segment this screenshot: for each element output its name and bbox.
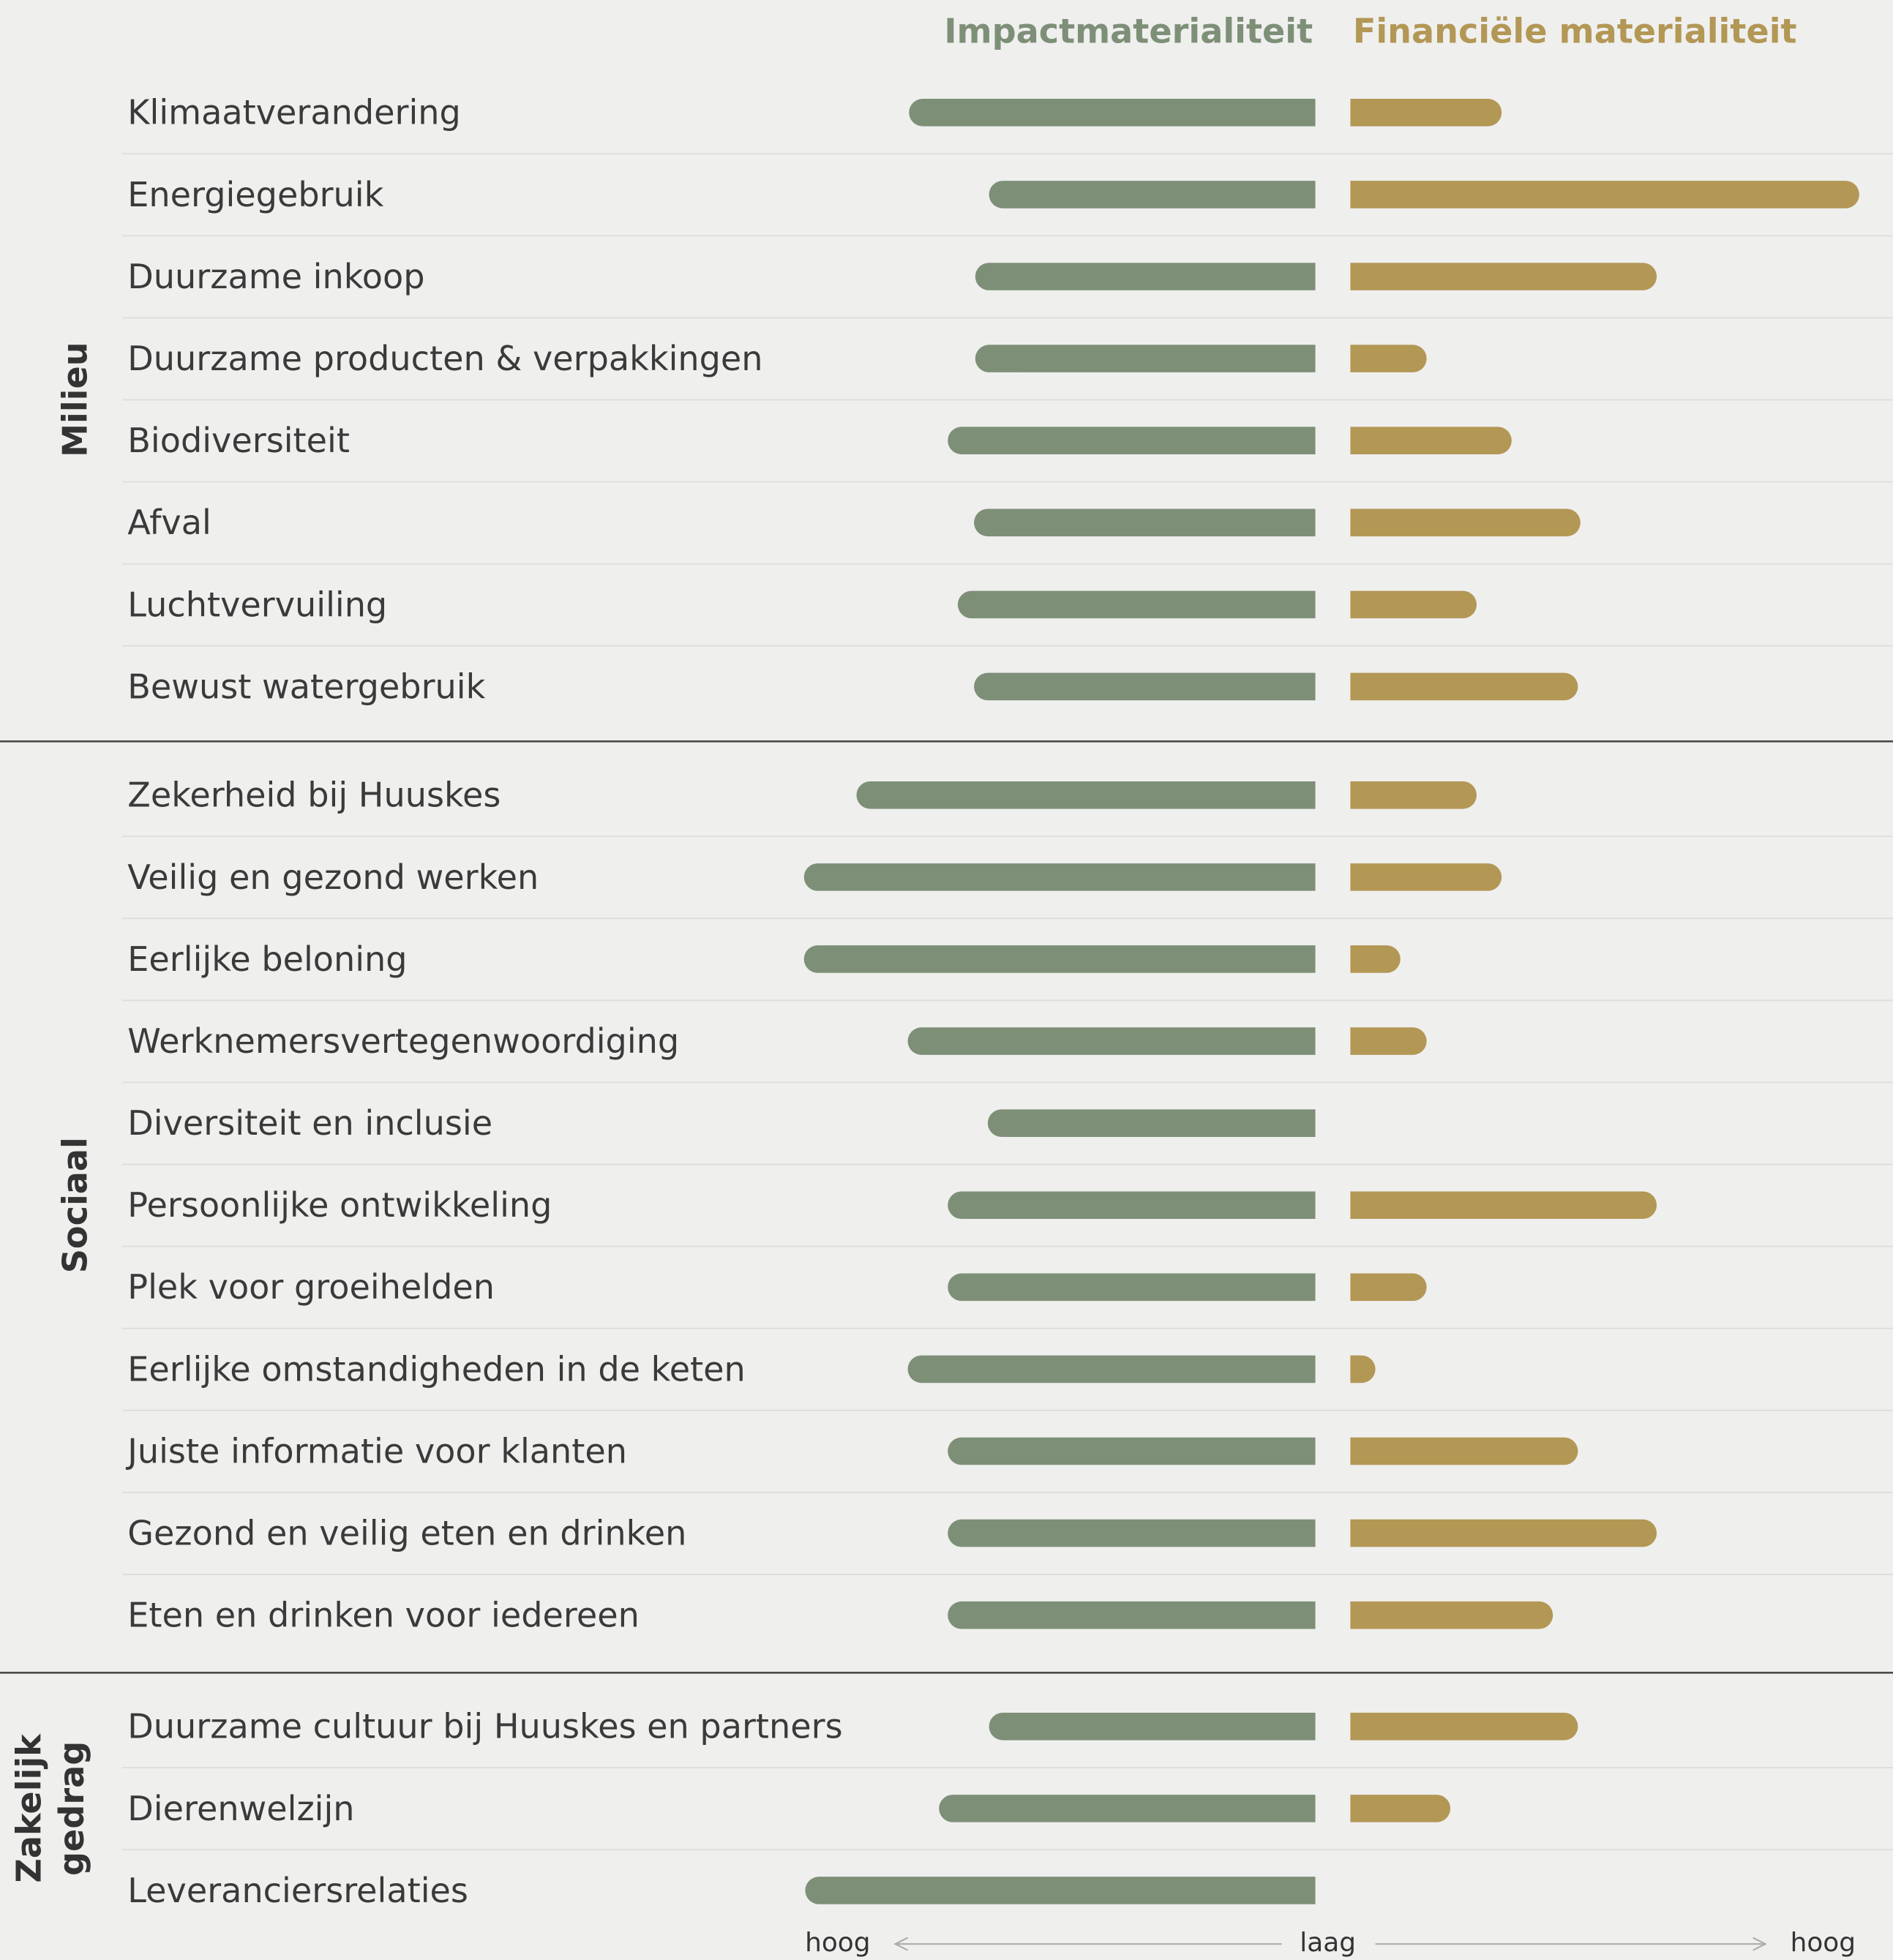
bar [1350, 1355, 1376, 1383]
bar [989, 181, 1316, 209]
axis-label: hoog [805, 1928, 870, 1958]
category-label: Gezond en veilig eten en drinken [127, 1514, 686, 1553]
category-label: Duurzame producten & verpakkingen [127, 339, 762, 378]
arrow-head [893, 1937, 908, 1951]
bar [909, 99, 1316, 127]
category-label: Persoonlijke ontwikkeling [127, 1185, 552, 1225]
group-label-line: Zakelijk [9, 1733, 48, 1883]
arrow-head [1753, 1937, 1768, 1951]
category-label: Diversiteit en inclusie [127, 1103, 492, 1143]
category-label: Energiegebruik [127, 175, 383, 214]
bar [948, 1519, 1316, 1547]
series-header: Financiële materialiteit [1353, 12, 1797, 51]
bar [939, 1795, 1316, 1822]
group-label: Zakelijk gedrag [9, 1733, 91, 1883]
bar [948, 1273, 1316, 1302]
category-label: Duurzame inkoop [127, 257, 424, 296]
bar [957, 590, 1316, 619]
category-label: Werknemersvertegenwoordiging [127, 1021, 679, 1061]
category-label: Eten en drinken voor iedereen [127, 1596, 640, 1635]
bar [803, 863, 1316, 891]
bar [1350, 781, 1477, 809]
bar [1350, 345, 1427, 372]
category-label: Zekerheid bij Huuskes [127, 776, 501, 815]
bar [856, 781, 1316, 809]
category-label: Klimaatverandering [127, 93, 461, 132]
bar [948, 1191, 1316, 1220]
bar [974, 508, 1316, 537]
category-label: Eerlijke beloning [127, 939, 407, 979]
bar [1350, 508, 1581, 537]
bar [1350, 1273, 1427, 1302]
bar [1350, 263, 1657, 290]
bar [1350, 945, 1401, 973]
bar [907, 1027, 1316, 1055]
bar [989, 1712, 1316, 1741]
bar [907, 1355, 1316, 1383]
category-label: Plek voor groeihelden [127, 1267, 495, 1307]
category-label: Biodiversiteit [127, 421, 350, 460]
bar [803, 945, 1316, 973]
category-label: Juiste informatie voor klanten [125, 1431, 627, 1471]
bar [975, 345, 1316, 372]
bar [805, 1877, 1316, 1904]
bar [948, 1437, 1316, 1465]
bar [1350, 1795, 1451, 1822]
bar [1350, 863, 1502, 891]
category-label: Dierenwelzijn [127, 1789, 354, 1828]
category-label: Eerlijke omstandigheden in de keten [127, 1349, 746, 1389]
bar [1350, 1191, 1657, 1220]
bar [1350, 427, 1512, 454]
bar [1350, 99, 1502, 127]
bar [1350, 1601, 1553, 1629]
category-label: Leveranciersrelaties [127, 1871, 468, 1910]
bar [948, 1601, 1316, 1629]
category-label: Luchtvervuiling [127, 585, 387, 624]
bar [974, 672, 1316, 701]
axis-label: laag [1300, 1928, 1356, 1958]
category-label: Duurzame cultuur bij Huuskes en partners [127, 1707, 842, 1746]
series-header: Impactmaterialiteit [944, 12, 1313, 51]
bar [1350, 590, 1477, 619]
axis-label: hoog [1791, 1928, 1856, 1958]
group-label: Sociaal [55, 1137, 94, 1273]
bar [1350, 1712, 1578, 1741]
group-label-line: gedrag [51, 1741, 91, 1876]
bar [975, 263, 1316, 290]
group-label: Milieu [55, 342, 94, 457]
bar [948, 427, 1316, 454]
bar [1350, 672, 1578, 701]
bar [1350, 1027, 1427, 1055]
category-label: Bewust watergebruik [127, 667, 485, 706]
bar [1350, 181, 1859, 209]
bar [1350, 1437, 1578, 1465]
bar [1350, 1519, 1657, 1547]
bar [987, 1109, 1316, 1137]
category-label: Afval [127, 503, 211, 542]
category-label: Veilig en gezond werken [127, 857, 539, 897]
